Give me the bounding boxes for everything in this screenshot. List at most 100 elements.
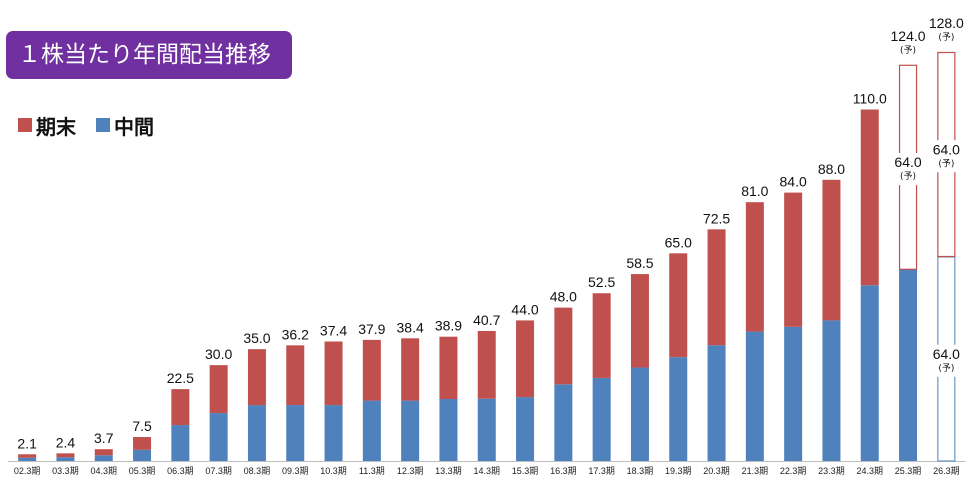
x-tick-label: 17.3期 [588,466,615,476]
x-tick-label: 07.3期 [205,466,232,476]
x-tick-label: 20.3期 [703,466,730,476]
bar-year-end [707,229,726,346]
forecast-year-end-label: 64.0 [894,154,921,170]
total-label: 52.5 [588,274,615,290]
bar-interim [592,377,611,461]
legend: 期末 中間 [18,110,174,140]
bar-year-end [669,253,688,358]
bar-interim [94,455,113,461]
total-label: 37.4 [320,322,347,338]
forecast-interim-label: 64.0 [933,346,960,362]
bar-year-end [18,454,37,458]
forecast-mark: (予) [938,32,954,43]
bar-year-end [592,293,611,378]
forecast-label-bg [934,140,959,173]
bar-interim [630,367,649,461]
total-label: 35.0 [243,330,270,346]
x-tick-label: 16.3期 [550,466,577,476]
bar-year-end [286,345,305,406]
legend-item-year-end: 期末 [18,111,76,140]
total-label: 30.0 [205,346,232,362]
bar-year-end [324,341,343,406]
x-tick-label: 05.3期 [129,466,156,476]
total-label: 40.7 [473,312,500,328]
bar-year-end [630,274,649,368]
total-label: 22.5 [167,370,194,386]
x-tick-label: 10.3期 [320,466,347,476]
x-tick-label: 26.3期 [933,466,960,476]
bar-interim [401,400,420,461]
x-tick-label: 14.3期 [473,466,500,476]
bar-interim [707,345,726,461]
chart-title: １株当たり年間配当推移 [6,31,292,79]
total-label: 65.0 [665,234,692,250]
forecast-label-bg [934,344,959,377]
x-tick-label: 21.3期 [742,466,769,476]
bar-interim [324,405,343,461]
forecast-mark: (予) [938,158,954,169]
bar-year-end [784,192,803,327]
x-tick-label: 04.3期 [90,466,117,476]
bar-interim [745,331,764,461]
bar-year-end [362,339,381,401]
forecast-mark: (予) [900,45,916,56]
x-tick-label: 23.3期 [818,466,845,476]
x-tick-label: 25.3期 [895,466,922,476]
bar-year-end [133,437,152,450]
total-label: 2.4 [56,434,76,450]
total-label: 44.0 [511,301,538,317]
x-tick-label: 18.3期 [627,466,654,476]
bar-interim [362,400,381,461]
bar-interim [56,457,75,461]
bar-interim [477,398,496,461]
bar-year-end [209,365,228,414]
bar-year-end [247,349,266,406]
bar-year-end [439,336,458,400]
bar-year-end [860,109,879,286]
x-tick-label: 06.3期 [167,466,194,476]
x-tick-label: 13.3期 [435,466,462,476]
bar-interim [516,397,535,461]
bar-interim [860,285,879,461]
total-label: 7.5 [132,418,152,434]
forecast-mark: (予) [900,171,916,182]
bar-year-end [401,338,420,401]
bar-interim [286,405,305,461]
total-label: 81.0 [741,183,768,199]
bar-interim [133,449,152,461]
forecast-mark: (予) [938,363,954,374]
x-tick-label: 02.3期 [14,466,41,476]
x-tick-label: 08.3期 [244,466,271,476]
x-tick-label: 03.3期 [52,466,79,476]
bar-interim [554,384,573,461]
bar-year-end [745,202,764,332]
total-label: 2.1 [17,435,37,451]
total-label: 48.0 [550,289,577,305]
bar-interim [209,413,228,461]
x-tick-label: 22.3期 [780,466,807,476]
x-tick-label: 09.3期 [282,466,309,476]
total-label: 36.2 [282,326,309,342]
total-label: 72.5 [703,210,730,226]
x-tick-label: 15.3期 [512,466,539,476]
bar-interim [669,357,688,461]
total-label: 88.0 [818,161,845,177]
bar-year-end [94,449,113,456]
bar-interim [439,399,458,461]
total-label: 38.4 [397,319,424,335]
total-label: 58.5 [626,255,653,271]
total-label: 3.7 [94,430,114,446]
legend-label-interim: 中間 [114,114,154,139]
bar-year-end [56,453,75,458]
bar-interim [247,405,266,461]
legend-label-year-end: 期末 [36,114,76,139]
legend-swatch-year-end [18,118,32,132]
total-label: 37.9 [358,321,385,337]
legend-item-interim: 中間 [96,111,154,140]
bar-year-end [477,330,496,399]
bar-interim [899,269,918,461]
x-tick-label: 19.3期 [665,466,692,476]
bar-interim [784,326,803,461]
bar-year-end [554,307,573,385]
